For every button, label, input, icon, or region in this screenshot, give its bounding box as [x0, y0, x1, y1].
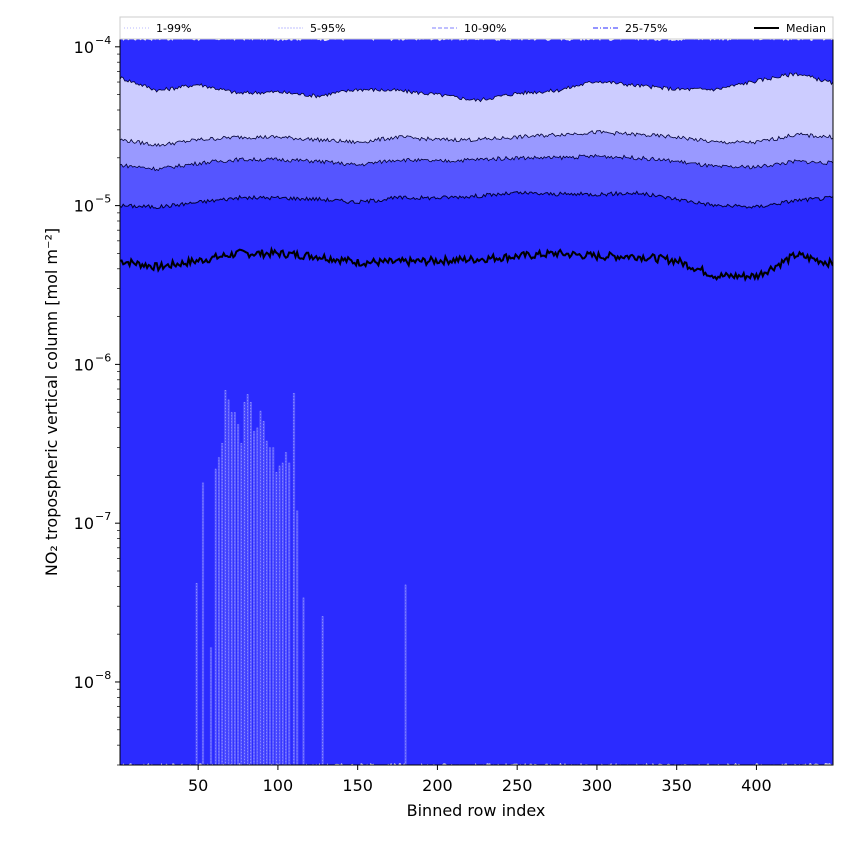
lower-spike: [209, 647, 213, 765]
lower-spike: [221, 443, 224, 765]
y-tick-label: 10: [74, 197, 94, 216]
y-tick-exponent: −6: [95, 351, 111, 364]
lower-spike: [281, 462, 284, 765]
y-tick-label: 10: [74, 355, 94, 374]
legend-box: [119, 16, 834, 40]
lower-spike: [275, 472, 278, 765]
lower-spike: [224, 390, 227, 765]
lower-spike: [278, 465, 281, 765]
y-axis: 10−810−710−610−510−4: [74, 34, 120, 766]
band-upper-line-10-90%: [120, 130, 833, 147]
x-tick-label: 250: [502, 776, 533, 795]
lower-spike: [302, 597, 305, 765]
lower-spike: [243, 402, 246, 765]
x-tick-label: 350: [661, 776, 692, 795]
x-tick-label: 100: [263, 776, 294, 795]
y-tick-exponent: −5: [95, 193, 111, 206]
x-tick-label: 200: [422, 776, 453, 795]
plot-area: [120, 39, 833, 765]
lower-spike: [227, 399, 230, 765]
y-tick-label: 10: [74, 673, 94, 692]
y-axis-label: NO₂ tropospheric vertical column [mol m⁻…: [42, 228, 61, 576]
lower-spike: [268, 447, 272, 765]
lower-spike: [230, 412, 233, 765]
x-tick-label: 400: [741, 776, 772, 795]
x-axis: 50 100 150 200 250 300 350 400: [188, 765, 772, 795]
band-lower-line: [120, 190, 833, 210]
band-areas: [120, 39, 833, 765]
lower-spike: [296, 510, 299, 765]
legend-label-25-75%: 25-75%: [625, 22, 667, 35]
legend-label-Median: Median: [786, 22, 826, 35]
lower-spike: [288, 462, 291, 765]
median-line: [120, 245, 833, 282]
x-axis-label: Binned row index: [407, 801, 546, 820]
band-upper-line-5-95%: [120, 72, 833, 103]
y-tick-label: 10: [74, 38, 94, 57]
lower-spike: [246, 394, 249, 765]
y-tick-exponent: −4: [95, 34, 111, 47]
lower-spike: [292, 393, 296, 765]
lower-spike: [249, 402, 252, 765]
lower-spike: [321, 616, 324, 765]
legend-label-1-99%: 1-99%: [156, 22, 191, 35]
band-area-25-75%: [120, 154, 833, 209]
lower-spike: [253, 431, 256, 765]
x-tick-label: 300: [582, 776, 613, 795]
y-tick-label: 10: [74, 514, 94, 533]
legend-label-10-90%: 10-90%: [464, 22, 506, 35]
lower-spikes: [195, 389, 407, 765]
lower-spike: [214, 468, 217, 765]
lower-spike: [237, 424, 240, 765]
y-tick-exponent: −8: [95, 669, 111, 682]
y-tick-exponent: −7: [95, 510, 111, 523]
x-tick-label: 150: [342, 776, 373, 795]
band-upper-line-25-75%: [120, 153, 833, 172]
legend: 1-99% 5-95% 10-90% 25-75% Median: [119, 16, 834, 40]
lower-spike: [233, 412, 236, 765]
lower-spike: [272, 447, 275, 765]
band-lines: [120, 72, 833, 282]
lower-spike: [240, 443, 243, 765]
legend-label-5-95%: 5-95%: [310, 22, 345, 35]
x-tick-label: 50: [188, 776, 208, 795]
